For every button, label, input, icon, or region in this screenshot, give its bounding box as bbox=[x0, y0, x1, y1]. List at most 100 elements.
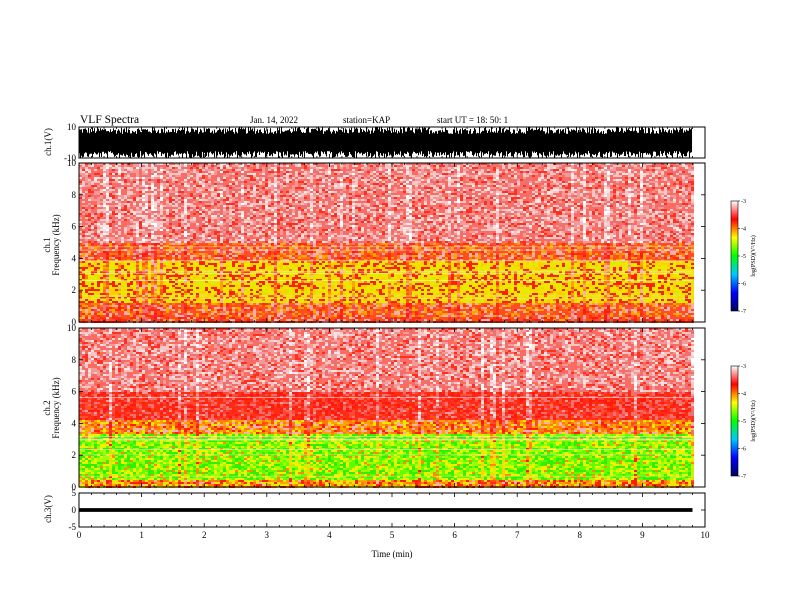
ch1-spec-cell bbox=[280, 211, 283, 213]
ch1-spec-cell bbox=[379, 175, 382, 177]
ch1-spec-cell bbox=[133, 181, 136, 183]
ch1-spec-cell bbox=[181, 193, 184, 195]
ch1-spec-cell bbox=[436, 173, 439, 175]
ch1-spec-cell bbox=[472, 191, 475, 193]
ch1-spec-cell bbox=[382, 183, 385, 185]
ch1-spec-cell bbox=[448, 187, 451, 189]
ch1-spec-cell bbox=[208, 169, 211, 171]
ch1-spec-cell bbox=[640, 201, 643, 203]
ch1-spec-cell bbox=[256, 211, 259, 213]
ch1-spec-cell bbox=[664, 171, 667, 173]
ch1-spec-cell bbox=[520, 203, 523, 205]
ch1-spec-cell bbox=[280, 165, 283, 167]
ch1-spec-cell bbox=[472, 193, 475, 195]
ch1-spec-cell bbox=[145, 187, 148, 189]
ch1-spec-cell bbox=[178, 207, 181, 209]
ch1-spec-cell bbox=[253, 173, 256, 175]
ch1-spec-cell bbox=[352, 171, 355, 173]
ch1-waveform-trace bbox=[80, 127, 692, 158]
ch1-spec-cell bbox=[298, 203, 301, 205]
ch1-spec-cell bbox=[190, 197, 193, 199]
ch1-spec-cell bbox=[625, 173, 628, 175]
ch1-spec-cell bbox=[115, 169, 118, 171]
ch1-spec-cell bbox=[202, 203, 205, 205]
ch1-spec-cell bbox=[322, 173, 325, 175]
ch1-spec-cell bbox=[283, 179, 286, 181]
ch1-spec-cell bbox=[319, 169, 322, 171]
ch1-spec-cell bbox=[439, 207, 442, 209]
ch1-spec-cell bbox=[109, 167, 112, 169]
ch1-spec-cell bbox=[379, 187, 382, 189]
ch1-spec-cell bbox=[118, 167, 121, 169]
ch1-spec-cell bbox=[112, 211, 115, 213]
ch1-spec-cell bbox=[496, 167, 499, 169]
ch1-spec-cell bbox=[253, 207, 256, 209]
ch1-spec-cell bbox=[589, 173, 592, 175]
ch1-spec-cell bbox=[448, 193, 451, 195]
ch1-spec-cell bbox=[616, 197, 619, 199]
ch1-spec-cell bbox=[499, 183, 502, 185]
ch1-spec-cell bbox=[637, 187, 640, 189]
ch1-spec-cell bbox=[430, 181, 433, 183]
ch1-spec-cell bbox=[490, 165, 493, 167]
ch1-spec-cell bbox=[139, 201, 142, 203]
ch1-spec-cell bbox=[172, 189, 175, 191]
ch1-spec-cell bbox=[385, 179, 388, 181]
ch1-spec-cell bbox=[475, 179, 478, 181]
ch1-spec-cell bbox=[592, 185, 595, 187]
ch1-spec-cell bbox=[403, 185, 406, 187]
ch1-spec-cell bbox=[334, 197, 337, 199]
ch1-spec-cell bbox=[493, 195, 496, 197]
ch1-spec-cell bbox=[373, 181, 376, 183]
ch1-spec-cell bbox=[337, 171, 340, 173]
ch1-spec-cell bbox=[643, 179, 646, 181]
ch1-spec-cell bbox=[550, 177, 553, 179]
ch1-spec-cell bbox=[598, 189, 601, 191]
ch1-spec-cell bbox=[385, 187, 388, 189]
ch1-spec-cell bbox=[595, 199, 598, 201]
ch1-spec-cell bbox=[142, 205, 145, 207]
ch1-spec-cell bbox=[121, 209, 124, 211]
ch1-spec-cell bbox=[430, 195, 433, 197]
ch1-spec-cell bbox=[400, 201, 403, 203]
ch1-spec-cell bbox=[196, 187, 199, 189]
ch1-spec-cell bbox=[376, 171, 379, 173]
ch1-spec-cell bbox=[475, 181, 478, 183]
ch1-spec-cell bbox=[604, 201, 607, 203]
ch1-spec-cell bbox=[391, 183, 394, 185]
ch1-spec-cell bbox=[679, 181, 682, 183]
ch1-spec-cell bbox=[403, 189, 406, 191]
ch1-spec-cell bbox=[274, 179, 277, 181]
ch1-spec-cell bbox=[187, 205, 190, 207]
ch1-spec-cell bbox=[229, 187, 232, 189]
ch1-spec-cell bbox=[241, 181, 244, 183]
ch1-spec-cell bbox=[625, 195, 628, 197]
ch1-spec-cell bbox=[292, 185, 295, 187]
ch1-spec-cell bbox=[682, 175, 685, 177]
ch1-spec-cell bbox=[142, 185, 145, 187]
ch1-spec-cell bbox=[91, 165, 94, 167]
ch1-spec-cell bbox=[607, 201, 610, 203]
ch1-spec-cell bbox=[433, 169, 436, 171]
ch1-spec-cell bbox=[271, 197, 274, 199]
ch1-spec-cell bbox=[535, 165, 538, 167]
ch1-spec-cell bbox=[106, 183, 109, 185]
ch1-spec-cell bbox=[541, 201, 544, 203]
ch1-spec-cell bbox=[265, 173, 268, 175]
ch1-spec-cell bbox=[610, 209, 613, 211]
ch1-spec-cell bbox=[289, 169, 292, 171]
ch1-spec-cell bbox=[352, 187, 355, 189]
ch1-spec-cell bbox=[535, 183, 538, 185]
ch1-spec-cell bbox=[610, 201, 613, 203]
ch1-spec-cell bbox=[277, 181, 280, 183]
ch1-spec-cell bbox=[250, 189, 253, 191]
ch1-spec-cell bbox=[151, 169, 154, 171]
ch1-spec-cell bbox=[130, 177, 133, 179]
ch1-spec-cell bbox=[601, 171, 604, 173]
ch1-spec-cell bbox=[592, 165, 595, 167]
ch1-spec-cell bbox=[583, 173, 586, 175]
ch1-spec-cell bbox=[583, 171, 586, 173]
ch1-spec-cell bbox=[97, 193, 100, 195]
ch1-spec-cell bbox=[271, 169, 274, 171]
ch1-spec-cell bbox=[85, 201, 88, 203]
